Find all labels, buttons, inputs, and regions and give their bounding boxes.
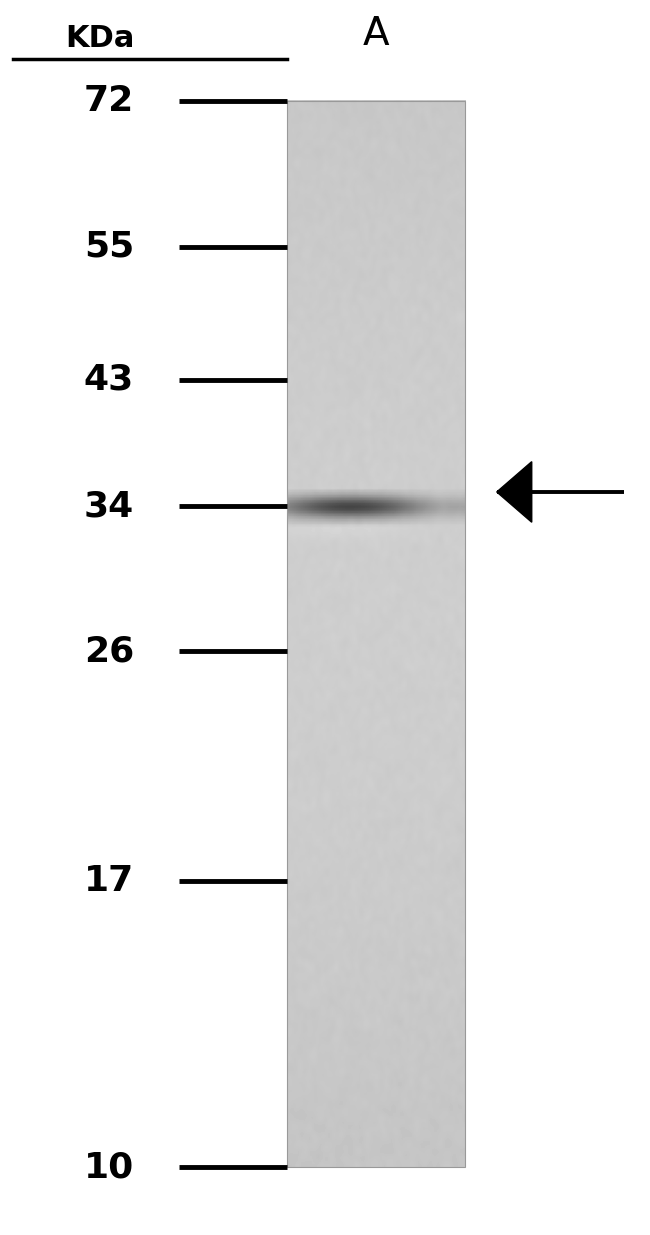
Text: 34: 34 (84, 489, 134, 524)
Bar (287, 101, 465, 1167)
Text: 55: 55 (84, 230, 134, 264)
Polygon shape (497, 462, 532, 522)
Text: KDa: KDa (65, 23, 134, 53)
Text: 72: 72 (84, 84, 134, 119)
Text: 17: 17 (84, 863, 134, 898)
Text: 43: 43 (84, 363, 134, 396)
Text: A: A (363, 15, 389, 53)
Text: 26: 26 (84, 635, 134, 668)
Text: 10: 10 (84, 1151, 134, 1184)
